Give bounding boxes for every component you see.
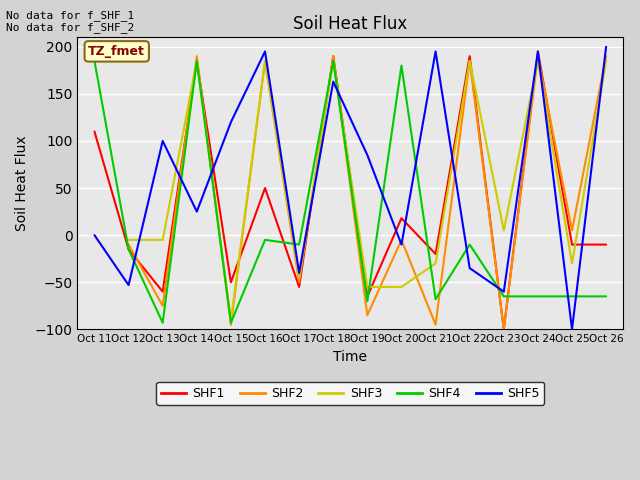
Y-axis label: Soil Heat Flux: Soil Heat Flux: [15, 135, 29, 231]
Text: TZ_fmet: TZ_fmet: [88, 45, 145, 58]
X-axis label: Time: Time: [333, 350, 367, 364]
Text: No data for f_SHF_1
No data for f_SHF_2: No data for f_SHF_1 No data for f_SHF_2: [6, 10, 134, 33]
Title: Soil Heat Flux: Soil Heat Flux: [293, 15, 408, 33]
Legend: SHF1, SHF2, SHF3, SHF4, SHF5: SHF1, SHF2, SHF3, SHF4, SHF5: [156, 382, 545, 405]
